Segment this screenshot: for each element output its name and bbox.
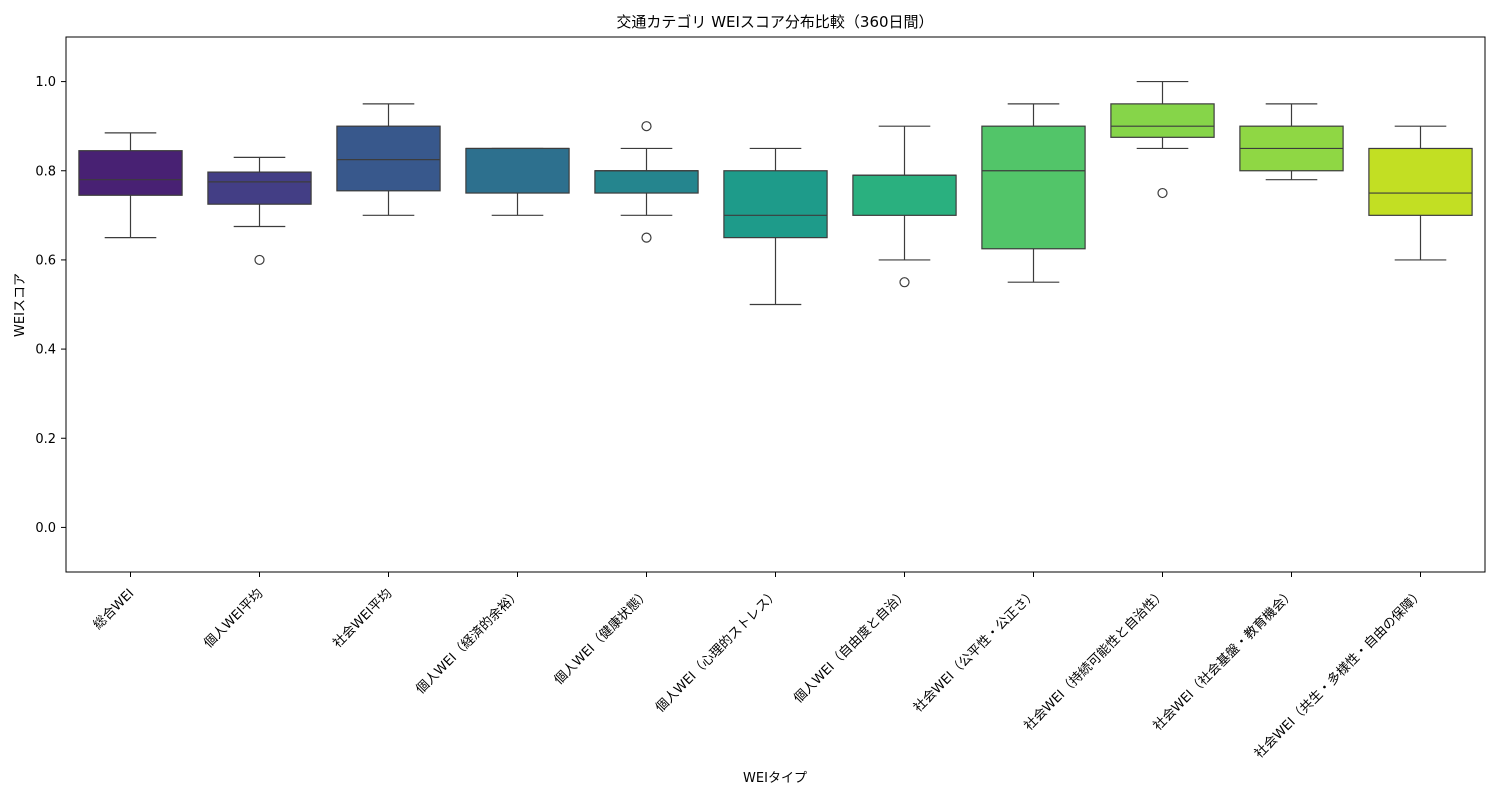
box — [1110, 103, 1215, 138]
box — [465, 147, 570, 194]
box-group — [981, 103, 1086, 283]
box — [336, 125, 441, 192]
chart-title: 交通カテゴリ WEIスコア分布比較（360日間） — [616, 13, 933, 31]
box — [723, 170, 828, 239]
outlier-point — [641, 232, 652, 243]
y-tick-label: 0.2 — [35, 432, 56, 447]
chart-marks — [78, 80, 1473, 306]
x-axis-label: WEIタイプ — [743, 771, 807, 786]
y-tick-label: 0.8 — [35, 164, 56, 179]
y-tick-label: 1.0 — [35, 75, 56, 90]
box — [1368, 147, 1473, 216]
box — [981, 125, 1086, 250]
box — [594, 170, 699, 194]
box-group — [1110, 80, 1215, 199]
box-group — [723, 147, 828, 306]
outlier-point — [899, 277, 910, 288]
plot-area-frame — [65, 36, 1486, 573]
box — [852, 174, 957, 216]
box-group — [852, 125, 957, 288]
box — [78, 150, 183, 196]
outlier-point — [1157, 187, 1168, 199]
box-group — [207, 156, 312, 266]
outlier-point — [641, 121, 652, 132]
box-group — [78, 132, 183, 239]
box — [207, 171, 312, 205]
box-group — [594, 121, 699, 243]
box-group — [336, 103, 441, 216]
y-axis: 0.0 0.2 0.4 0.6 0.8 1.0 — [35, 75, 66, 536]
y-tick-label: 0.6 — [35, 253, 56, 268]
y-tick-label: 0.4 — [35, 343, 56, 358]
box-group — [1368, 125, 1473, 261]
box-group — [465, 147, 570, 216]
y-axis-label: WEIスコア — [13, 273, 28, 337]
box-group — [1239, 103, 1344, 181]
y-tick-label: 0.0 — [35, 521, 56, 536]
outlier-point — [254, 254, 265, 266]
